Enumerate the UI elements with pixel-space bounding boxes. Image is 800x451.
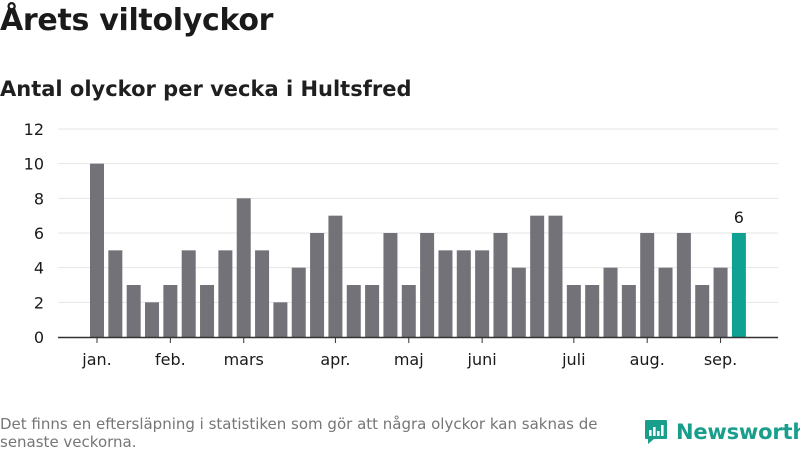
bar	[695, 285, 710, 337]
bar	[420, 233, 435, 337]
bar	[108, 250, 123, 337]
y-tick-label: 4	[34, 259, 44, 278]
y-tick-label: 2	[34, 293, 44, 312]
bar	[548, 215, 563, 337]
y-tick-label: 0	[34, 328, 44, 347]
y-tick-label: 6	[34, 224, 44, 243]
bar	[328, 215, 343, 337]
bar	[566, 285, 581, 337]
bar	[640, 233, 655, 337]
x-tick-label: juni	[467, 350, 497, 369]
brand-name: Newsworthy	[676, 420, 800, 444]
bar	[603, 267, 618, 337]
x-tick-label: feb.	[155, 350, 186, 369]
bar	[181, 250, 196, 337]
bar	[585, 285, 600, 337]
bar	[218, 250, 233, 337]
bar	[346, 285, 361, 337]
bar	[530, 215, 545, 337]
x-tick-label: apr.	[320, 350, 350, 369]
y-tick-label: 12	[24, 120, 44, 139]
y-tick-label: 8	[34, 189, 44, 208]
bar-chart: 0 2 4 6 8 10 12 6 jan. feb. mars apr. maj juni juli aug…	[24, 120, 778, 369]
bar	[365, 285, 380, 337]
bar	[383, 233, 398, 337]
bar	[255, 250, 270, 337]
x-tick-label: maj	[394, 350, 424, 369]
newsworthy-logo: Newsworthy	[644, 419, 800, 445]
bar	[456, 250, 471, 337]
bar	[658, 267, 673, 337]
bar	[310, 233, 325, 337]
chart-subtitle: Antal olyckor per vecka i Hultsfred	[0, 77, 412, 101]
data-label: 6	[734, 208, 744, 227]
bar	[731, 233, 746, 337]
bar	[145, 302, 160, 337]
newsworthy-icon	[645, 420, 667, 444]
bar	[273, 302, 288, 337]
bar	[163, 285, 178, 337]
bar	[676, 233, 691, 337]
bar	[200, 285, 215, 337]
x-tick-label: aug.	[630, 350, 665, 369]
y-tick-label: 10	[24, 155, 44, 174]
x-tick-label: juli	[561, 350, 585, 369]
x-tick-label: sep.	[704, 350, 737, 369]
bar	[236, 198, 251, 337]
bar	[438, 250, 453, 337]
bar	[291, 267, 306, 337]
x-tick-label: jan.	[81, 350, 111, 369]
bar	[713, 267, 728, 337]
bar	[493, 233, 508, 337]
bar	[401, 285, 416, 337]
bar	[511, 267, 526, 337]
bar	[90, 163, 104, 337]
bar	[126, 285, 141, 337]
x-tick-label: mars	[224, 350, 264, 369]
chart-title: Årets viltolyckor	[0, 3, 274, 38]
bar	[475, 250, 490, 337]
bar	[621, 285, 636, 337]
footnote: Det finns en eftersläpning i statistiken…	[0, 415, 598, 451]
